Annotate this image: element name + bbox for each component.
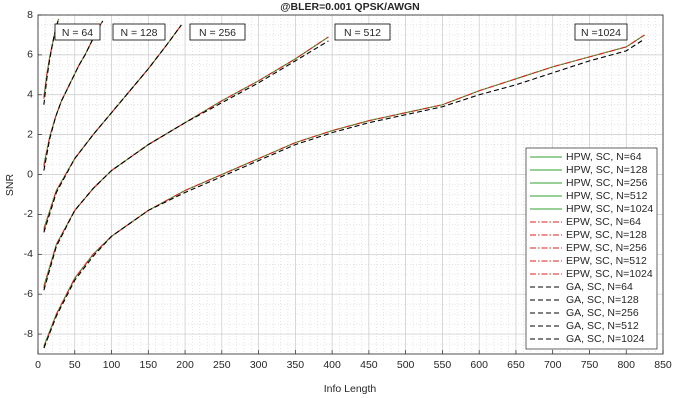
y-tick-label: 8 — [27, 9, 33, 21]
x-tick-label: 750 — [581, 359, 599, 371]
x-tick-label: 700 — [544, 359, 562, 371]
legend-label: HPW, SC, N=64 — [566, 151, 642, 163]
x-tick-label: 650 — [507, 359, 525, 371]
chart-title: @BLER=0.001 QPSK/AWGN — [280, 1, 419, 13]
y-tick-label: -8 — [24, 328, 33, 340]
annotation: N = 64 — [62, 27, 93, 39]
annotation-box — [574, 23, 628, 41]
x-tick-label: 550 — [434, 359, 452, 371]
series-line — [43, 40, 329, 291]
legend-label: HPW, SC, N=1024 — [566, 203, 653, 215]
legend-label: HPW, SC, N=128 — [566, 164, 648, 176]
legend-label: GA, SC, N=128 — [566, 294, 639, 306]
y-tick-label: 0 — [27, 168, 33, 180]
annotation-box — [112, 23, 166, 41]
legend-label: HPW, SC, N=256 — [566, 177, 648, 189]
x-tick-label: 850 — [654, 359, 672, 371]
legend-label: GA, SC, N=64 — [566, 281, 633, 293]
x-tick-label: 50 — [69, 359, 81, 371]
annotation: N = 128 — [120, 27, 157, 39]
x-tick-label: 100 — [103, 359, 121, 371]
series-line — [43, 34, 645, 349]
x-tick-label: 450 — [360, 359, 378, 371]
x-tick-label: 500 — [397, 359, 415, 371]
legend-label: HPW, SC, N=512 — [566, 190, 648, 202]
x-tick-label: 250 — [213, 359, 231, 371]
annotation-box — [334, 23, 391, 41]
series-line — [43, 24, 182, 231]
annotation: N = 512 — [344, 27, 381, 39]
legend-label: EPW, SC, N=256 — [566, 242, 647, 254]
y-tick-label: -6 — [24, 288, 33, 300]
x-tick-label: 600 — [470, 359, 488, 371]
y-tick-label: 2 — [27, 128, 33, 140]
x-axis-label: Info Length — [324, 383, 377, 395]
legend-label: GA, SC, N=1024 — [566, 333, 645, 345]
legend-label: GA, SC, N=256 — [566, 307, 639, 319]
x-tick-label: 150 — [140, 359, 158, 371]
x-tick-label: 350 — [287, 359, 305, 371]
annotation-box — [189, 23, 246, 41]
legend-label: GA, SC, N=512 — [566, 320, 639, 332]
x-tick-label: 300 — [250, 359, 268, 371]
legend-label: EPW, SC, N=64 — [566, 216, 641, 228]
legend-label: EPW, SC, N=128 — [566, 229, 647, 241]
legend-label: EPW, SC, N=512 — [566, 255, 647, 267]
legend-box — [525, 147, 658, 350]
x-tick-label: 200 — [176, 359, 194, 371]
x-tick-label: 0 — [35, 359, 41, 371]
y-tick-label: 6 — [27, 49, 33, 61]
series-line — [43, 24, 182, 233]
y-tick-label: -2 — [24, 208, 33, 220]
y-axis-label: SNR — [4, 173, 16, 196]
y-tick-label: 4 — [27, 89, 33, 101]
annotation: N =1024 — [581, 27, 621, 39]
series-line — [43, 20, 104, 171]
y-tick-label: -4 — [24, 248, 33, 260]
annotation-box — [54, 23, 101, 41]
x-tick-label: 400 — [323, 359, 341, 371]
x-tick-label: 800 — [617, 359, 635, 371]
plot-frame — [37, 14, 664, 355]
annotation: N = 256 — [199, 27, 236, 39]
legend-label: EPW, SC, N=1024 — [566, 268, 653, 280]
